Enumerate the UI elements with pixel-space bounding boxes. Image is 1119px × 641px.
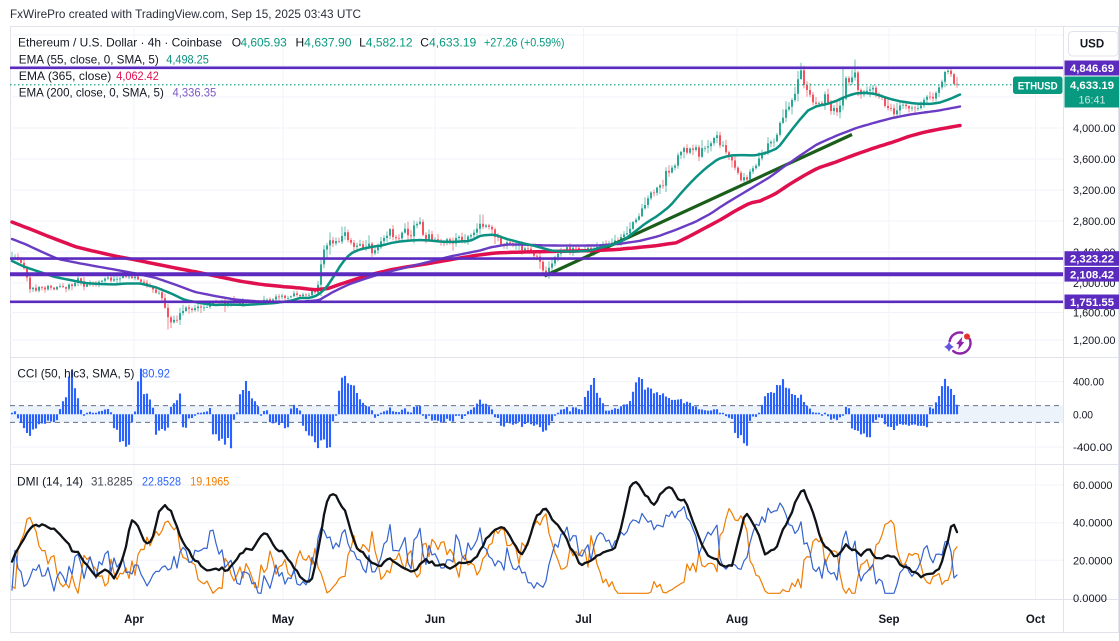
svg-text:1,751.55: 1,751.55 [1070,297,1114,309]
svg-text:80.92: 80.92 [142,367,170,381]
svg-text:Jul: Jul [575,614,592,626]
svg-text:4,605.93: 4,605.93 [241,35,288,49]
svg-text:Jun: Jun [425,614,445,626]
svg-text:4,846.69: 4,846.69 [1070,63,1114,75]
svg-text:2,800.00: 2,800.00 [1073,216,1116,228]
svg-text:ETHUSD: ETHUSD [1018,81,1058,93]
svg-text:20.0000: 20.0000 [1073,555,1113,567]
svg-text:22.8528: 22.8528 [142,474,181,488]
svg-text:EMA (55, close, 0, SMA, 5): EMA (55, close, 0, SMA, 5) [19,53,159,67]
svg-text:L: L [359,35,366,49]
svg-text:Aug: Aug [726,614,748,626]
svg-text:FxWirePro created with Trading: FxWirePro created with TradingView.com, … [10,8,361,21]
svg-text:4,336.35: 4,336.35 [173,86,217,100]
svg-text:4,633.19: 4,633.19 [429,35,477,49]
svg-text:Ethereum / U.S. Dollar · 4h ·: Ethereum / U.S. Dollar · 4h · Coinbase [18,35,222,49]
svg-text:4,498.25: 4,498.25 [166,53,209,67]
svg-text:4,633.19: 4,633.19 [1070,80,1114,92]
svg-text:400.00: 400.00 [1073,377,1104,389]
svg-text:2,323.22: 2,323.22 [1070,254,1114,266]
svg-text:Apr: Apr [124,614,144,626]
svg-text:0.0000: 0.0000 [1073,593,1107,605]
svg-text:-400.00: -400.00 [1073,442,1112,454]
svg-text:31.8285: 31.8285 [91,474,133,488]
svg-text:19.1965: 19.1965 [190,474,229,488]
svg-text:4,000.00: 4,000.00 [1073,123,1116,135]
svg-text:+27.26 (+0.59%): +27.26 (+0.59%) [484,35,565,49]
svg-text:4,062.42: 4,062.42 [116,69,159,83]
svg-text:4,582.12: 4,582.12 [366,35,413,49]
svg-text:4,637.90: 4,637.90 [304,35,352,49]
svg-text:DMI (14, 14): DMI (14, 14) [17,474,83,488]
svg-text:USD: USD [1080,39,1104,51]
svg-text:60.0000: 60.0000 [1073,480,1113,492]
svg-text:H: H [296,35,305,49]
svg-text:O: O [232,35,241,49]
svg-text:40.0000: 40.0000 [1073,518,1113,530]
svg-text:EMA (200, close, 0, SMA, 5): EMA (200, close, 0, SMA, 5) [19,86,164,100]
svg-text:3,600.00: 3,600.00 [1073,154,1116,166]
svg-text:3,200.00: 3,200.00 [1073,185,1116,197]
svg-text:0.00: 0.00 [1073,409,1093,421]
svg-text:CCI (50, hlc3, SMA, 5): CCI (50, hlc3, SMA, 5) [17,367,134,381]
svg-text:Oct: Oct [1026,614,1045,626]
svg-text:C: C [420,35,429,49]
svg-text:1,200.00: 1,200.00 [1073,335,1116,347]
svg-text:Sep: Sep [878,614,899,626]
svg-text:May: May [272,614,295,626]
svg-text:EMA (365, close): EMA (365, close) [19,69,112,83]
svg-text:16:41: 16:41 [1079,95,1106,107]
svg-text:1,600.00: 1,600.00 [1073,308,1116,320]
svg-text:2,108.42: 2,108.42 [1070,269,1114,281]
